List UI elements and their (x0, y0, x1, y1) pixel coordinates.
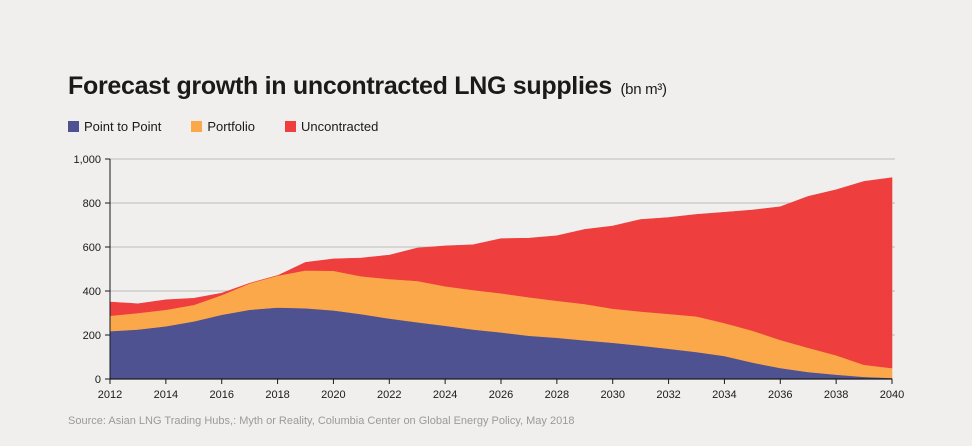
area-series (109, 177, 893, 380)
x-tick-label: 2032 (656, 389, 680, 401)
legend-swatch-point-to-point (68, 121, 79, 132)
y-tick-label: 400 (83, 286, 101, 298)
y-tick-label: 200 (83, 330, 101, 342)
y-axis-tick-labels: 0 200 400 600 800 1,000 (73, 154, 101, 386)
chart-title-unit: (bn m³) (620, 81, 667, 98)
x-tick-label: 2026 (489, 389, 513, 401)
x-tick-label: 2014 (154, 389, 178, 401)
chart-title: Forecast growth in uncontracted LNG supp… (68, 72, 667, 101)
legend-item-portfolio: Portfolio (191, 119, 255, 134)
y-tick-label: 600 (83, 242, 101, 254)
x-tick-label: 2012 (98, 389, 122, 401)
legend-label-uncontracted: Uncontracted (301, 119, 379, 134)
x-tick-label: 2022 (377, 389, 401, 401)
y-tick-label: 0 (95, 374, 101, 386)
area-uncontracted (109, 177, 893, 369)
chart-title-text: Forecast growth in uncontracted LNG supp… (68, 72, 612, 100)
x-tick-label: 2018 (265, 389, 289, 401)
x-tick-label: 2030 (600, 389, 624, 401)
x-tick-label: 2038 (824, 389, 848, 401)
legend-swatch-portfolio (191, 121, 203, 132)
legend-item-uncontracted: Uncontracted (285, 119, 378, 134)
x-tick-label: 2034 (712, 389, 736, 401)
x-tick-label: 2028 (545, 389, 569, 401)
y-tick-label: 1,000 (73, 154, 101, 166)
x-tick-label: 2036 (768, 389, 792, 401)
source-note: Source: Asian LNG Trading Hubs,: Myth or… (68, 415, 575, 427)
legend-item-point-to-point: Point to Point (68, 119, 161, 134)
legend-label-portfolio: Portfolio (207, 119, 256, 134)
x-tick-label: 2020 (321, 389, 345, 401)
x-axis-tick-labels: 2012 2014 2016 2018 2020 2022 2024 2026 2028 2030… (98, 389, 904, 401)
legend-label-point-to-point: Point to Point (84, 119, 162, 134)
chart-legend: Point to Point Portfolio Uncontracted (68, 119, 408, 134)
x-tick-label: 2016 (209, 389, 233, 401)
x-tick-label: 2040 (880, 389, 904, 401)
legend-swatch-uncontracted (285, 121, 297, 132)
x-tick-label: 2024 (433, 389, 457, 401)
y-tick-label: 800 (83, 198, 101, 210)
axes (109, 159, 893, 384)
